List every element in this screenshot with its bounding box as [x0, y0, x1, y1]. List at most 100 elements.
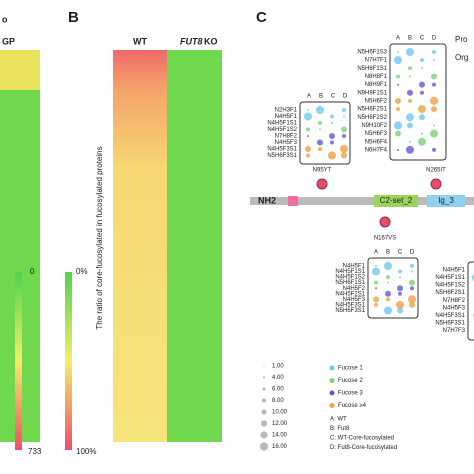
glycan-box [367, 257, 419, 319]
label: N5H6F2S2 [357, 115, 387, 121]
label: N2H3F1 [275, 108, 298, 114]
size-dot [260, 431, 268, 439]
glycan-dot [386, 297, 390, 302]
glycan-dot [408, 295, 416, 304]
heatmap-wt [113, 50, 167, 442]
glycan-dot [373, 296, 379, 303]
glyco-site [379, 216, 391, 228]
label: N8H9F1 [365, 82, 388, 88]
label: N7H7F3 [443, 328, 466, 334]
size-dot [260, 420, 268, 427]
label: FUT8 [180, 36, 203, 46]
glycan-dot [397, 51, 399, 53]
label: Pro [455, 35, 468, 44]
label: N5H6F4 [365, 139, 388, 145]
label: 1.00 [272, 364, 284, 370]
label: N95YT [313, 168, 332, 174]
label: WT [133, 36, 147, 46]
label: Fucose 3 [338, 391, 363, 397]
glycan-dot [318, 147, 322, 151]
glycan-box [467, 261, 474, 341]
label: N4H5F1S1 [267, 121, 297, 127]
label: N6H7F4 [365, 147, 388, 153]
label: 14.00 [272, 433, 288, 439]
label: 6.00 [272, 387, 284, 393]
label: 0 [30, 267, 35, 276]
glycan-dot [408, 98, 412, 103]
fucose-dot [329, 390, 335, 396]
glycan-dot [306, 127, 310, 132]
glycan-box [299, 101, 351, 165]
label: N5H6F3 [365, 131, 388, 137]
label: B: Fut8 [330, 426, 350, 432]
glycan-dot [432, 50, 436, 54]
label: The ratio of core-fucosylated in fucosyl… [95, 146, 104, 329]
size-dot [259, 442, 269, 451]
glycan-dot [430, 96, 438, 105]
size-dot [263, 365, 265, 367]
glycan-dot [330, 140, 334, 145]
glycan-dot [387, 281, 389, 284]
label: N5H6F3S1 [335, 308, 365, 314]
label: B [319, 94, 323, 100]
glycan-dot [409, 140, 411, 143]
label: N4H5F1 [343, 264, 366, 270]
glycan-dot [433, 124, 435, 127]
label: N5H6F1S3 [357, 50, 387, 56]
glycan-dot [341, 126, 347, 133]
glycan-dot [396, 74, 400, 79]
glycan-dot [397, 285, 403, 292]
label: B [68, 9, 79, 26]
glycan-dot [409, 75, 411, 78]
label: N4H5F3S1 [335, 302, 365, 308]
glycan-dot [306, 153, 310, 158]
label: N265IT [426, 168, 446, 174]
glyco-site [316, 178, 328, 190]
heatmap-a-band [0, 50, 40, 90]
glycan-dot [406, 113, 414, 122]
glycan-dot [331, 122, 333, 124]
label: 100% [76, 447, 96, 456]
glycan-dot [432, 82, 436, 87]
glycan-dot [418, 137, 426, 146]
glycan-dot [384, 306, 392, 315]
label: 12.00 [272, 421, 288, 427]
label: 4.00 [272, 375, 284, 381]
glycan-dot [397, 83, 399, 86]
glycan-dot [340, 145, 348, 153]
glycan-dot [317, 139, 323, 146]
label: N5H6F2S1 [357, 107, 387, 113]
label: 16.00 [272, 444, 288, 450]
glycan-dot [420, 58, 424, 63]
fucose-dot [329, 365, 335, 371]
colorbar-b [65, 272, 72, 450]
label: 8.00 [272, 398, 284, 404]
glycan-dot [375, 265, 377, 267]
glycan-dot [329, 133, 335, 139]
glycan-dot [431, 73, 437, 80]
glycan-dot [407, 122, 413, 129]
size-dot [262, 376, 266, 379]
glycan-dot [398, 291, 402, 296]
label: 733 [28, 447, 42, 456]
label: N4H5F1S2 [335, 275, 365, 281]
label: N4H5F3 [275, 140, 298, 146]
glycan-dot [396, 300, 404, 309]
label: N4H5F2S1 [335, 291, 365, 297]
label: N7H7F1 [365, 58, 388, 64]
glycan-dot [341, 152, 347, 159]
glycan-dot [375, 287, 377, 290]
glycan-dot [396, 107, 400, 112]
glycan-dot [307, 135, 309, 137]
glycan-dot [398, 269, 402, 274]
glycan-dot [421, 132, 423, 135]
label: N167VS [374, 236, 396, 242]
glycan-dot [432, 147, 436, 152]
glycan-dot [408, 66, 412, 71]
glycan-dot [342, 134, 346, 138]
label: N5H6F3S1 [435, 320, 465, 326]
glycan-dot [397, 148, 399, 151]
glycan-dot [407, 89, 413, 96]
glycan-dot [330, 114, 334, 119]
